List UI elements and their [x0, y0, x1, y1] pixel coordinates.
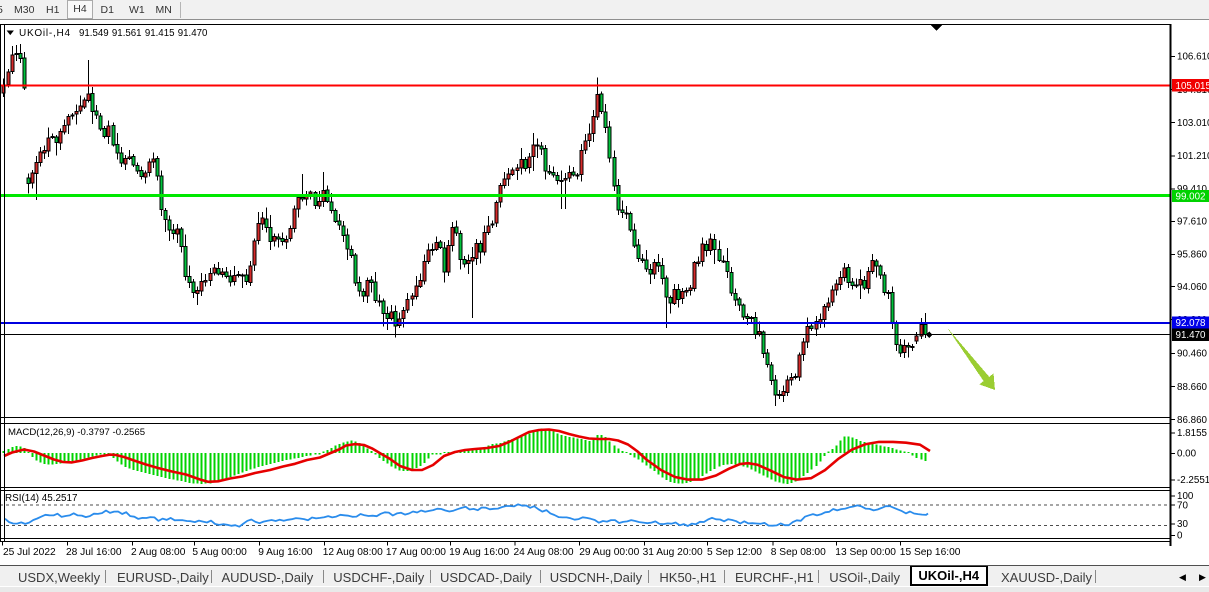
svg-text:-2.2551: -2.2551: [1177, 475, 1209, 486]
svg-text:100: 100: [1177, 491, 1194, 502]
svg-text:88.660: 88.660: [1177, 382, 1208, 393]
svg-text:103.010: 103.010: [1177, 118, 1209, 129]
svg-text:97.610: 97.610: [1177, 217, 1208, 228]
svg-text:90.460: 90.460: [1177, 349, 1208, 360]
svg-text:106.610: 106.610: [1177, 52, 1209, 63]
svg-text:1.8155: 1.8155: [1177, 428, 1208, 439]
svg-text:92.078: 92.078: [1176, 318, 1207, 329]
svg-text:86.860: 86.860: [1177, 415, 1208, 426]
svg-text:91.470: 91.470: [1176, 330, 1207, 341]
svg-text:0.00: 0.00: [1177, 449, 1197, 460]
svg-text:70: 70: [1177, 500, 1188, 511]
svg-text:95.860: 95.860: [1177, 250, 1208, 261]
svg-text:101.210: 101.210: [1177, 151, 1209, 162]
svg-text:105.015: 105.015: [1176, 81, 1209, 92]
svg-text:0: 0: [1177, 531, 1183, 542]
svg-text:99.002: 99.002: [1176, 191, 1206, 202]
svg-text:99.410: 99.410: [1177, 184, 1208, 195]
svg-text:30: 30: [1177, 519, 1188, 530]
svg-text:94.060: 94.060: [1177, 282, 1208, 293]
